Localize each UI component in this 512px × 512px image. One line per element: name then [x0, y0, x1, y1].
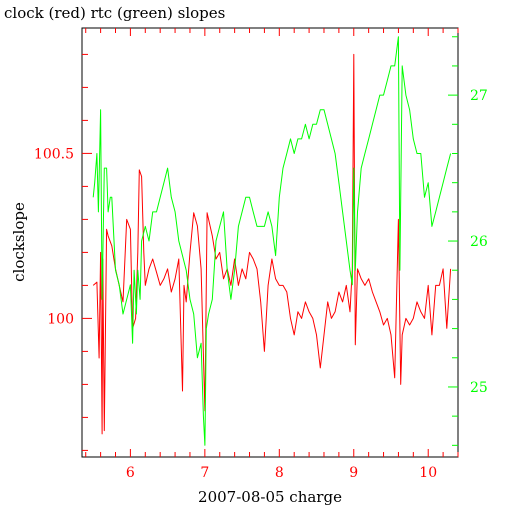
clock-series-line [92, 53, 452, 435]
x-tick-label: 10 [419, 465, 437, 481]
x-tick-label: 9 [349, 465, 358, 481]
y-left-tick-label: 100.5 [34, 146, 74, 162]
rtc-series-line [92, 36, 452, 446]
y-right-tick-label: 26 [470, 234, 488, 250]
y-right-tick-label: 27 [470, 88, 488, 104]
plot-frame [81, 27, 459, 458]
x-axis-label: 2007-08-05 charge [198, 488, 342, 506]
y-axis-label: clockslope [10, 202, 28, 282]
x-tick-label: 6 [126, 465, 135, 481]
x-tick-label: 7 [200, 465, 209, 481]
chart-title: clock (red) rtc (green) slopes [4, 4, 225, 22]
y-right-tick-label: 25 [470, 380, 488, 396]
axis-ticks: 6 7 8 9 10 100 100.5 25 26 27 [34, 28, 488, 481]
series-layer [92, 36, 452, 446]
y-left-tick-label: 100 [47, 311, 74, 327]
x-tick-label: 8 [275, 465, 284, 481]
